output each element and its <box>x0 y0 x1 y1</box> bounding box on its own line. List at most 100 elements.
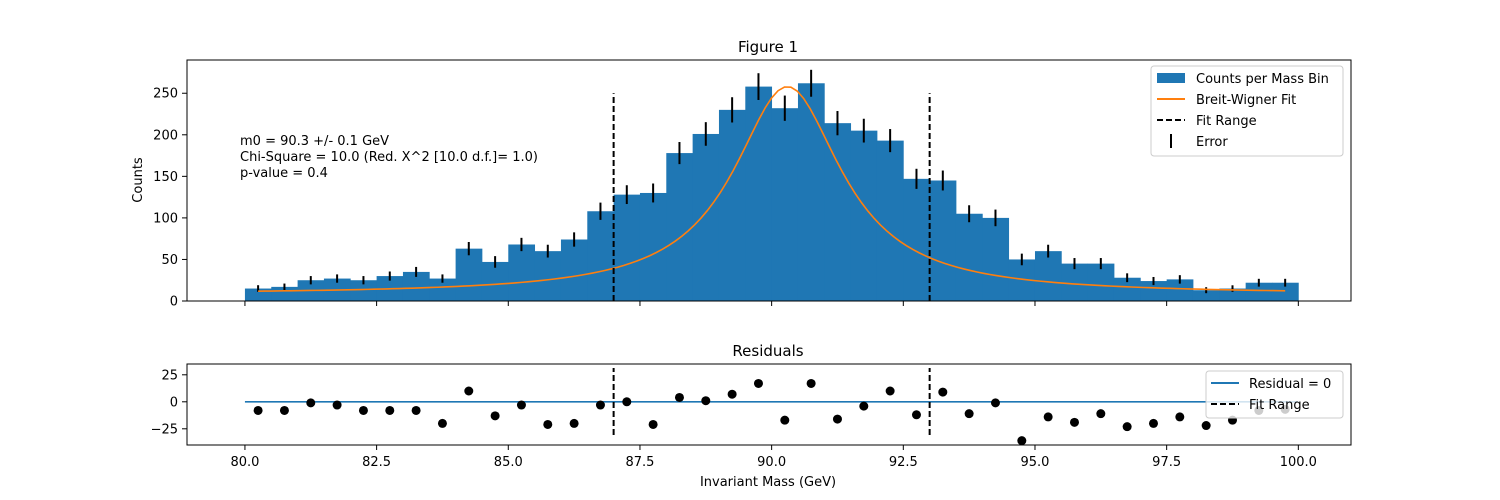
residual-point <box>885 386 895 396</box>
histogram-bar <box>639 192 667 301</box>
histogram-bar <box>1166 279 1194 301</box>
residual-point <box>1148 418 1158 428</box>
x-tick-label: 90.0 <box>757 455 786 470</box>
y-tick-label: 250 <box>153 87 178 102</box>
residual-point <box>595 400 605 410</box>
histogram-y-axis-label: Counts <box>131 157 146 203</box>
legend-swatch-bars <box>1157 73 1185 83</box>
x-tick-label: 97.5 <box>1152 455 1181 470</box>
x-tick-label: 85.0 <box>494 455 523 470</box>
histogram-bar <box>1219 288 1247 301</box>
histogram-bar <box>534 251 562 301</box>
legend-label-bars: Counts per Mass Bin <box>1196 72 1329 87</box>
residual-point <box>832 414 842 424</box>
annotation-m0: m0 = 90.3 +/- 0.1 GeV <box>240 134 389 149</box>
legend-label-residual-zero: Residual = 0 <box>1249 377 1331 392</box>
residual-point <box>332 400 342 410</box>
residual-point <box>516 400 526 410</box>
residual-point <box>964 409 974 419</box>
histogram-bar <box>1034 251 1062 301</box>
x-tick-label: 92.5 <box>889 455 918 470</box>
histogram-bar <box>666 153 694 301</box>
residual-points <box>253 378 1290 446</box>
histogram-bars <box>244 83 1299 302</box>
residual-point <box>753 378 763 388</box>
y-tick-label: 25 <box>161 368 178 383</box>
residuals-panel: Residuals 80.0 82.5 85.0 87.5 90.0 92.5 95.0 97… <box>151 342 1352 490</box>
fit-range-lines <box>612 93 931 301</box>
residual-point <box>859 401 869 411</box>
histogram-bar <box>692 133 720 301</box>
fit-annotation: m0 = 90.3 +/- 0.1 GeV Chi-Square = 10.0 … <box>240 134 538 181</box>
histogram-legend: Counts per Mass Bin Breit-Wigner Fit Fit… <box>1150 65 1344 157</box>
histogram-bar <box>876 140 904 301</box>
y-tick-label: 150 <box>153 170 178 185</box>
residual-point <box>1096 409 1106 419</box>
residual-point <box>1175 412 1185 422</box>
residual-point <box>911 410 921 420</box>
residuals-title: Residuals <box>732 342 803 360</box>
residuals-x-ticks: 80.0 82.5 85.0 87.5 90.0 92.5 95.0 97.5 100.0 <box>230 445 1317 470</box>
residual-point <box>1122 422 1132 432</box>
histogram-bar <box>771 108 799 301</box>
residual-point <box>543 419 553 429</box>
residuals-axes-frame <box>186 363 1352 446</box>
histogram-bar <box>1061 263 1089 301</box>
residual-point <box>1069 417 1079 427</box>
legend-label-fit-range: Fit Range <box>1196 114 1257 129</box>
histogram-bar <box>1140 281 1168 301</box>
residual-point <box>990 398 1000 408</box>
residual-point <box>411 405 421 415</box>
histogram-bar <box>508 244 536 301</box>
histogram-bar <box>797 83 825 301</box>
histogram-bar <box>929 180 957 301</box>
annotation-chi-square: Chi-Square = 10.0 (Red. X^2 [10.0 d.f.]=… <box>240 150 538 165</box>
residual-point <box>674 392 684 402</box>
histogram-bar <box>350 280 378 301</box>
histogram-axes-frame <box>186 59 1352 302</box>
histogram-bar <box>1087 263 1115 301</box>
residual-point <box>358 405 368 415</box>
histogram-bar <box>1271 282 1299 301</box>
residual-point <box>306 398 316 408</box>
histogram-bar <box>850 130 878 301</box>
x-tick-label: 100.0 <box>1280 455 1317 470</box>
histogram-bar <box>745 86 773 301</box>
histogram-bar <box>1192 290 1220 301</box>
legend-frame <box>1150 65 1344 157</box>
legend-label-fit: Breit-Wigner Fit <box>1196 93 1296 108</box>
histogram-x-ticks <box>244 301 1299 306</box>
residual-point <box>385 405 395 415</box>
residual-point <box>648 419 658 429</box>
residual-point <box>464 386 474 396</box>
residual-point <box>780 415 790 425</box>
histogram-panel: Figure 1 0 50 100 150 200 250 Counts m0 = 90.… <box>131 38 1352 310</box>
residual-point <box>622 397 632 407</box>
histogram-title: Figure 1 <box>738 38 798 56</box>
histogram-bar <box>429 278 457 301</box>
histogram-bar <box>587 211 615 301</box>
residual-point <box>727 389 737 399</box>
histogram-bar <box>824 123 852 301</box>
y-tick-label: −25 <box>151 422 178 437</box>
residual-point <box>1043 412 1053 422</box>
histogram-bar <box>955 213 983 301</box>
x-tick-label: 82.5 <box>362 455 391 470</box>
y-tick-label: 0 <box>170 295 178 310</box>
residual-point <box>569 418 579 428</box>
y-tick-label: 50 <box>161 253 178 268</box>
residual-point <box>437 418 447 428</box>
x-tick-label: 80.0 <box>230 455 259 470</box>
histogram-bar <box>613 194 641 301</box>
residuals-legend: Residual = 0 Fit Range <box>1205 370 1344 419</box>
legend-label-error: Error <box>1196 135 1228 150</box>
annotation-p-value: p-value = 0.4 <box>240 166 328 181</box>
histogram-bar <box>455 248 483 301</box>
x-tick-label: 95.0 <box>1021 455 1050 470</box>
residual-point <box>253 405 263 415</box>
y-tick-label: 200 <box>153 128 178 143</box>
histogram-bar <box>560 239 588 301</box>
residual-fit-range-lines <box>612 368 931 435</box>
residuals-y-ticks: 25 0 −25 <box>151 368 187 437</box>
